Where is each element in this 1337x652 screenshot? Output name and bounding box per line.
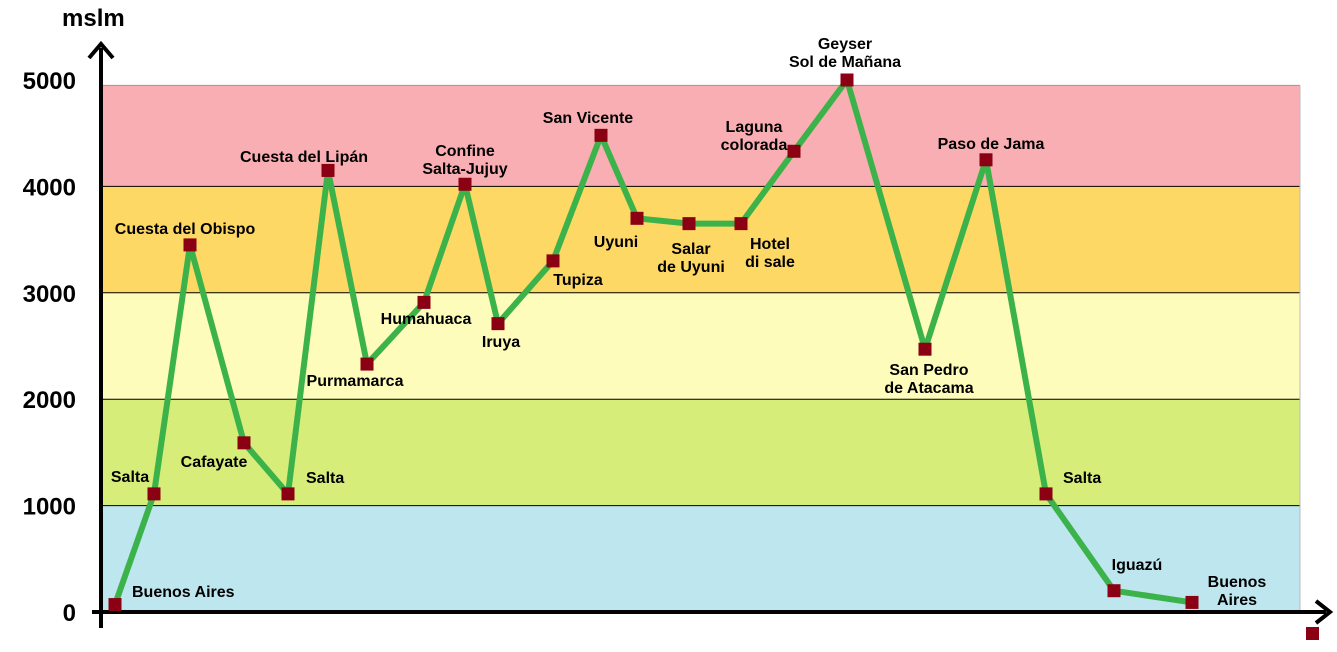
- point-marker: [979, 153, 993, 167]
- y-axis-arrow: [87, 40, 115, 60]
- point-marker: [546, 254, 560, 268]
- point-label: Cafayate: [181, 454, 248, 471]
- point-label: San Vicente: [543, 110, 634, 127]
- line-segment: [634, 215, 692, 227]
- y-tick-label: 3000: [23, 281, 76, 308]
- stray-marker: [1306, 627, 1319, 640]
- line-segment: [1043, 490, 1117, 594]
- line-segment: [550, 132, 604, 264]
- y-tick-label: 4000: [23, 174, 76, 201]
- point-label: Salta: [1063, 470, 1101, 487]
- line-segment: [791, 77, 850, 155]
- line-segment: [1111, 587, 1195, 606]
- point-marker: [237, 436, 251, 450]
- point-label: Hotel di sale: [745, 236, 795, 271]
- band-1: [101, 399, 1300, 506]
- point-marker: [918, 342, 932, 356]
- point-marker: [1107, 584, 1121, 598]
- y-tick-label: 2000: [23, 387, 76, 414]
- line-segment: [983, 156, 1049, 497]
- axes: [87, 40, 1334, 628]
- line-segment: [844, 77, 928, 353]
- point-label: Buenos Aires: [132, 584, 235, 601]
- line-segment: [325, 167, 370, 368]
- y-tick-label: 0: [63, 600, 76, 627]
- point-marker: [321, 163, 335, 177]
- point-label: Iguazú: [1112, 557, 1163, 574]
- point-label: Paso de Jama: [938, 136, 1045, 153]
- point-label: Humahuaca: [381, 311, 472, 328]
- point-label: Geyser Sol de Mañana: [789, 36, 901, 71]
- y-axis-label: mslm: [62, 5, 125, 32]
- point-marker: [108, 598, 122, 612]
- point-marker: [491, 317, 505, 331]
- point-label: Confine Salta-Jujuy: [422, 143, 507, 178]
- point-marker: [594, 128, 608, 142]
- point-labels: Buenos Aires Salta Cuesta del Obispo Cafaya…: [111, 36, 1267, 609]
- point-markers: [108, 73, 1199, 612]
- point-label: Uyuni: [594, 234, 638, 251]
- line-segment: [151, 241, 193, 497]
- point-marker: [630, 211, 644, 225]
- point-marker: [360, 357, 374, 371]
- band-2: [101, 292, 1300, 400]
- point-marker: [281, 487, 295, 501]
- point-marker: [1039, 487, 1053, 501]
- point-marker: [1185, 595, 1199, 609]
- y-tick-labels: 0 1000 2000 3000 4000 5000: [23, 68, 76, 627]
- point-label: Iruya: [482, 334, 520, 351]
- band-0: [101, 505, 1300, 612]
- y-tick-label: 5000: [23, 68, 76, 95]
- y-tick-label: 1000: [23, 494, 76, 521]
- line-segment: [421, 181, 468, 306]
- line-segment: [187, 241, 247, 446]
- point-label: San Pedro de Atacama: [884, 362, 973, 397]
- point-label: Purmamarca: [307, 373, 404, 390]
- altitude-line: [112, 77, 1195, 608]
- altitude-bands: [101, 85, 1300, 612]
- line-segment: [241, 439, 291, 497]
- point-label: Salta: [306, 470, 344, 487]
- line-segment: [285, 167, 331, 497]
- point-marker: [682, 217, 696, 231]
- point-marker: [787, 144, 801, 158]
- point-label: Cuesta del Obispo: [115, 221, 256, 238]
- band-4: [101, 85, 1300, 187]
- point-marker: [183, 238, 197, 252]
- point-label: Salta: [111, 469, 149, 486]
- point-marker: [734, 217, 748, 231]
- point-marker: [147, 487, 161, 501]
- point-marker: [840, 73, 854, 87]
- point-marker: [417, 295, 431, 309]
- point-label: Cuesta del Lipán: [240, 149, 368, 166]
- point-marker: [458, 177, 472, 191]
- line-segment: [364, 299, 427, 368]
- point-label: Tupiza: [553, 272, 603, 289]
- x-axis-arrow: [1314, 599, 1334, 625]
- point-label: Laguna colorada: [721, 119, 788, 154]
- line-segment: [598, 132, 640, 222]
- line-segment: [738, 148, 797, 227]
- point-label: Buenos Aires: [1208, 574, 1267, 609]
- line-segment: [922, 156, 989, 353]
- line-segment: [495, 257, 556, 327]
- point-label: Salar de Uyuni: [657, 241, 725, 276]
- line-segment: [112, 490, 157, 608]
- line-segment: [462, 181, 501, 327]
- band-3: [101, 186, 1300, 293]
